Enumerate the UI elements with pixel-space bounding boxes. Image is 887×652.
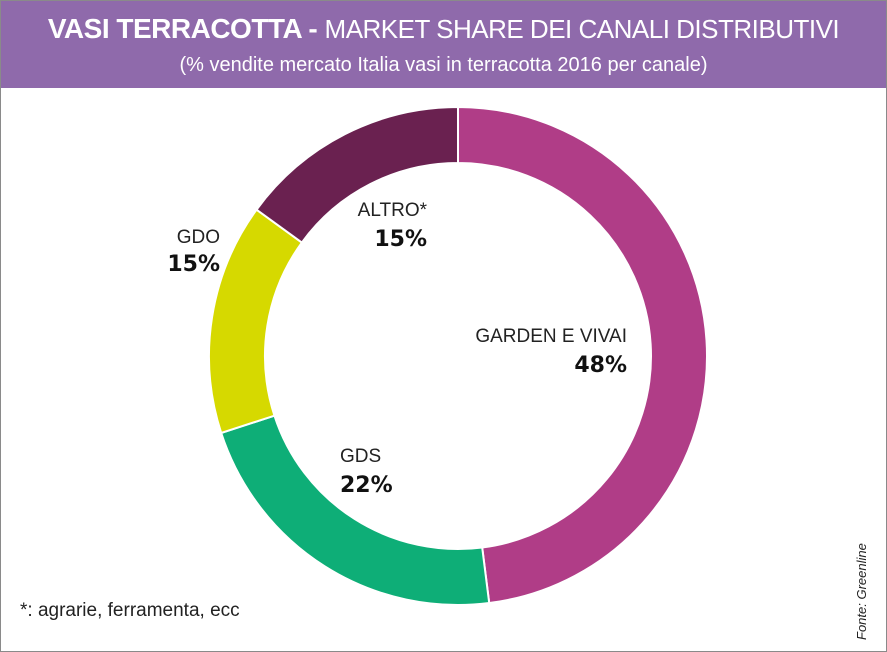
donut-slice-gdo <box>208 208 304 435</box>
source-credit: Fonte: Greenline <box>854 543 869 640</box>
slice-label-gdo: GDO <box>177 227 220 248</box>
chart-title-rest: MARKET SHARE DEI CANALI DISTRIBUTIVI <box>324 14 840 44</box>
slice-value-gds: 22% <box>340 473 393 498</box>
slice-value-garden-e-vivai: 48% <box>574 353 627 378</box>
slice-label-gds: GDS <box>340 446 381 467</box>
chart-title-separator: - <box>301 13 325 44</box>
chart-title: VASI TERRACOTTA - MARKET SHARE DEI CANAL… <box>1 9 886 49</box>
donut-slice-garden-e-vivai <box>457 105 708 605</box>
chart-title-main: VASI TERRACOTTA <box>47 13 302 44</box>
donut-slice-gds <box>219 414 491 606</box>
slice-label-altro: ALTRO* <box>358 200 428 221</box>
slice-value-gdo: 15% <box>167 252 220 277</box>
donut-slice-altro <box>255 105 459 244</box>
slice-label-garden-e-vivai: GARDEN E VIVAI <box>475 326 627 347</box>
chart-subtitle: (% vendite mercato Italia vasi in terrac… <box>179 54 708 76</box>
chart-header: VASI TERRACOTTA - MARKET SHARE DEI CANAL… <box>1 1 886 88</box>
slice-value-altro: 15% <box>374 227 427 252</box>
footnote: *: agrarie, ferramenta, ecc <box>20 600 240 621</box>
